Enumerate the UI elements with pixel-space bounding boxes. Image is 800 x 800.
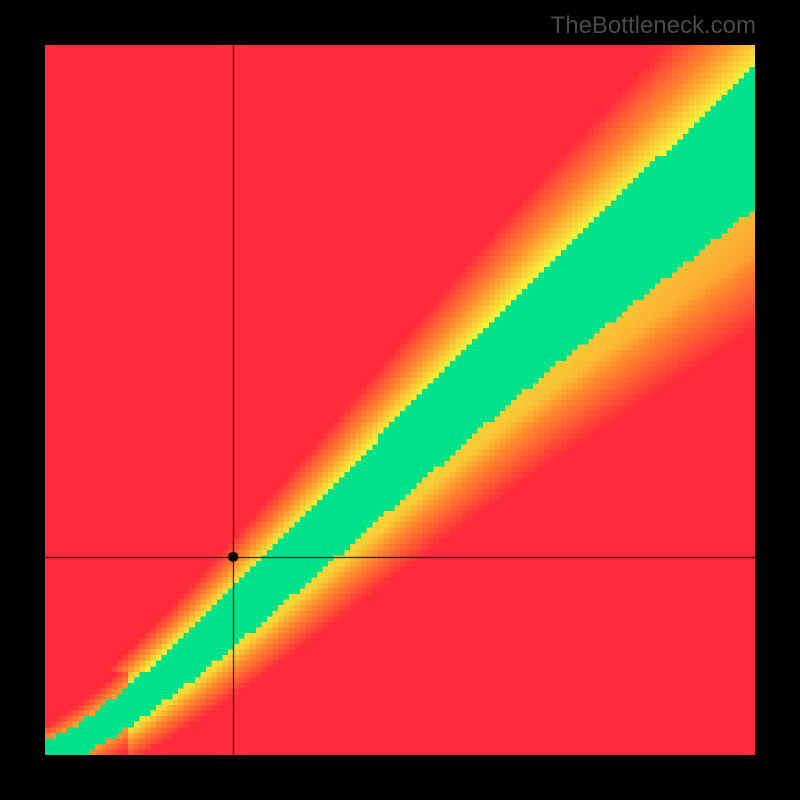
watermark-text: TheBottleneck.com (551, 12, 756, 40)
crosshair-overlay (45, 45, 755, 755)
chart-container: TheBottleneck.com (0, 0, 800, 800)
